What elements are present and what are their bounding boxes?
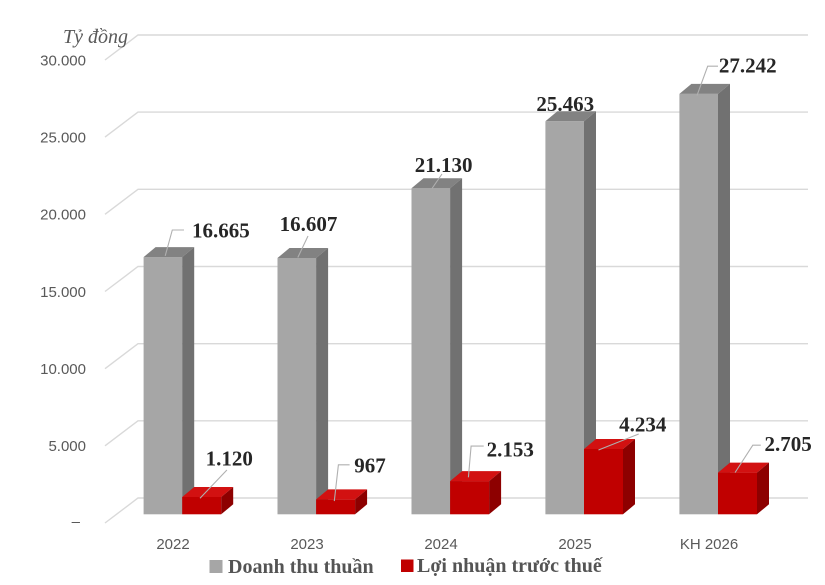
svg-text:16.665: 16.665 <box>192 219 250 243</box>
svg-text:2022: 2022 <box>156 536 189 553</box>
svg-text:20.000: 20.000 <box>40 207 86 224</box>
svg-text:2.705: 2.705 <box>764 432 811 456</box>
svg-text:16.607: 16.607 <box>280 212 338 236</box>
svg-text:KH 2026: KH 2026 <box>680 536 738 553</box>
svg-text:25.463: 25.463 <box>536 92 594 116</box>
svg-text:–: – <box>72 514 81 531</box>
svg-text:967: 967 <box>354 453 386 477</box>
svg-text:30.000: 30.000 <box>40 52 86 69</box>
svg-text:2.153: 2.153 <box>487 437 534 461</box>
svg-text:2024: 2024 <box>424 536 457 553</box>
svg-text:4.234: 4.234 <box>619 412 667 436</box>
svg-text:2025: 2025 <box>558 536 591 553</box>
svg-text:1.120: 1.120 <box>206 447 253 471</box>
svg-text:15.000: 15.000 <box>40 284 86 301</box>
svg-text:Tỷ đồng: Tỷ đồng <box>63 26 128 48</box>
svg-text:Lợi nhuận trước thuế: Lợi nhuận trước thuế <box>417 555 603 577</box>
svg-text:21.130: 21.130 <box>415 153 473 177</box>
svg-text:5.000: 5.000 <box>48 438 86 455</box>
svg-text:25.000: 25.000 <box>40 130 86 147</box>
svg-text:Doanh thu thuần: Doanh thu thuần <box>228 556 374 578</box>
svg-text:2023: 2023 <box>290 536 323 553</box>
svg-text:27.242: 27.242 <box>719 54 777 78</box>
svg-text:10.000: 10.000 <box>40 361 86 378</box>
